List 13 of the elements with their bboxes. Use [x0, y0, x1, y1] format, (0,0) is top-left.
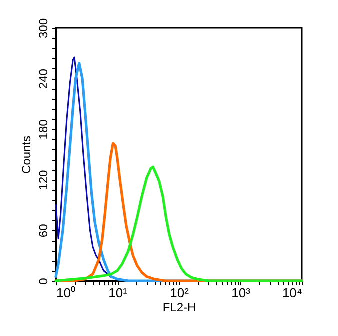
- x-tick-label: 10⁰: [56, 286, 76, 300]
- x-tick-label: 10¹: [108, 286, 128, 300]
- y-tick-label: 60: [36, 224, 50, 238]
- x-axis-title: FL2-H: [162, 300, 196, 314]
- y-tick-label: 240: [36, 68, 50, 90]
- x-tick-label: 10³: [232, 286, 252, 300]
- y-tick-label: 180: [36, 119, 50, 140]
- y-axis-title: Counts: [20, 136, 34, 174]
- y-tick-label: 300: [36, 18, 50, 39]
- y-tick-label: 0: [36, 278, 50, 285]
- x-tick-label: 10⁴: [282, 286, 302, 300]
- y-tick-label: 120: [36, 170, 50, 190]
- x-tick-label: 10²: [170, 286, 190, 300]
